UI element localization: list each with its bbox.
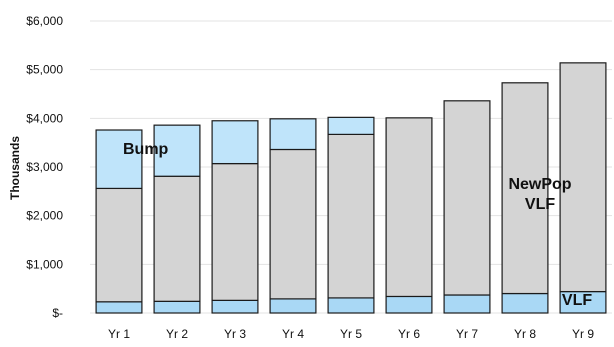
bar-stack	[269, 118, 317, 314]
y-tick-label: $2,000	[26, 209, 63, 223]
bar-segment-vlf	[153, 300, 201, 314]
y-tick-labels: $- $1,000 $2,000 $3,000 $4,000 $5,000 $6,000	[26, 14, 63, 320]
y-tick-label: $3,000	[26, 160, 63, 174]
bar-stack	[501, 82, 549, 314]
bar-segment-newpop	[443, 100, 491, 296]
x-tick-label: Yr 9	[572, 327, 594, 341]
x-tick-label: Yr 5	[340, 327, 362, 341]
bar-segment-vlf	[95, 301, 143, 314]
y-tick-label: $-	[52, 306, 63, 320]
bump-label: Bump	[123, 141, 169, 158]
x-tick-label: Yr 4	[282, 327, 304, 341]
x-tick-label: Yr 6	[398, 327, 420, 341]
bar-segment-vlf	[327, 297, 375, 314]
x-tick-label: Yr 7	[456, 327, 478, 341]
bar-segment-vlf	[443, 294, 491, 314]
bar-segment-vlf	[211, 299, 259, 314]
bar-segment-newpop	[95, 187, 143, 303]
bar-segment-newpop	[269, 148, 317, 300]
bar-segment-bump	[95, 129, 143, 190]
bar-segment-vlf	[385, 295, 433, 314]
x-tick-label: Yr 3	[224, 327, 246, 341]
bar-segment-newpop	[559, 62, 607, 293]
bar-segment-newpop	[327, 133, 375, 299]
bar-stack	[211, 120, 259, 314]
bar-stack	[559, 62, 607, 314]
bar-stack	[443, 100, 491, 314]
bars	[95, 62, 607, 314]
bar-segment-vlf	[269, 298, 317, 314]
bar-segment-bump	[153, 124, 201, 177]
newpop-vlf-label: NewPop VLF	[508, 176, 571, 213]
x-tick-label: Yr 1	[108, 327, 130, 341]
y-tick-label: $5,000	[26, 63, 63, 77]
x-tick-labels: Yr 1 Yr 2 Yr 3 Yr 4 Yr 5 Yr 6 Yr 7 Yr 8 Yr 9	[108, 327, 594, 341]
bar-stack	[95, 129, 143, 314]
x-tick-label: Yr 2	[166, 327, 188, 341]
bar-stack	[153, 124, 201, 314]
bar-segment-newpop	[211, 162, 259, 301]
bar-segment-bump	[211, 120, 259, 165]
bar-segment-newpop	[385, 117, 433, 298]
y-tick-label: $4,000	[26, 111, 63, 125]
bar-segment-newpop	[501, 82, 549, 295]
bar-stack	[327, 116, 375, 314]
bar-segment-vlf	[501, 292, 549, 314]
y-axis-label: Thousands	[8, 136, 22, 200]
y-tick-label: $1,000	[26, 257, 63, 271]
bar-stack	[385, 117, 433, 314]
vlf-label: VLF	[562, 292, 592, 309]
y-tick-label: $6,000	[26, 14, 63, 28]
bar-segment-bump	[269, 118, 317, 151]
x-tick-label: Yr 8	[514, 327, 536, 341]
bar-segment-newpop	[153, 175, 201, 302]
bar-segment-bump	[327, 116, 375, 135]
